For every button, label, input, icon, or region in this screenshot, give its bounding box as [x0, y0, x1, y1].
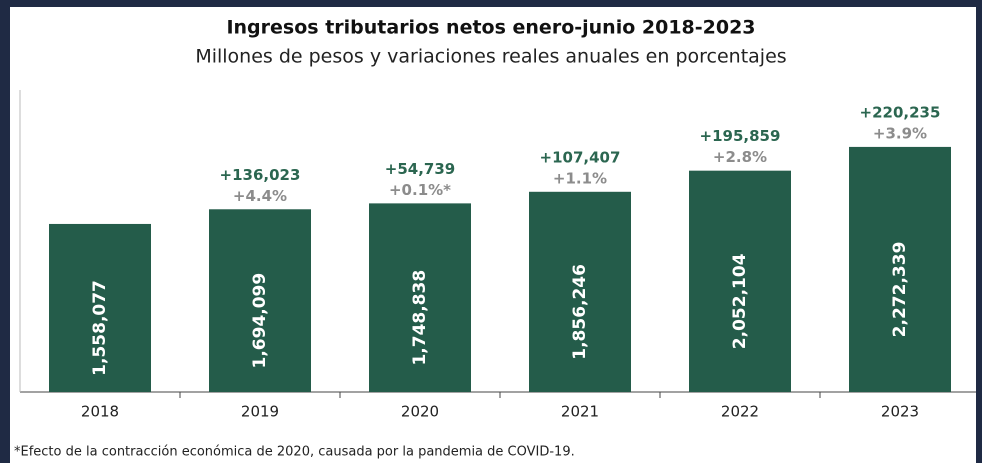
bar	[49, 223, 151, 392]
bar	[529, 191, 631, 392]
value-label: 2,272,339	[890, 242, 910, 338]
increment-label: +220,235	[860, 103, 941, 121]
increment-label: +136,023	[220, 166, 301, 184]
value-label: 1,748,838	[410, 270, 430, 366]
chart-subtitle: Millones de pesos y variaciones reales a…	[195, 46, 786, 68]
variation-label: +0.1%*	[389, 181, 451, 199]
footnote: *Efecto de la contracción económica de 2…	[14, 445, 575, 460]
x-tick-label: 2022	[721, 403, 759, 421]
bar	[689, 170, 791, 392]
x-tick-label: 2018	[81, 403, 119, 421]
increment-label: +195,859	[700, 127, 781, 145]
variation-label: +4.4%	[233, 187, 287, 205]
chart-title: Ingresos tributarios netos enero-junio 2…	[226, 17, 755, 39]
increment-label: +54,739	[385, 160, 455, 178]
value-label: 1,694,099	[250, 273, 270, 369]
value-label: 1,856,246	[570, 264, 590, 360]
variation-label: +2.8%	[713, 148, 767, 166]
value-label: 1,558,077	[90, 280, 110, 376]
x-tick-label: 2021	[561, 403, 599, 421]
x-tick-label: 2023	[881, 403, 919, 421]
increment-label: +107,407	[540, 148, 621, 166]
panel	[10, 7, 976, 463]
bar	[209, 209, 311, 392]
value-label: 2,052,104	[730, 253, 750, 349]
x-tick-label: 2020	[401, 403, 439, 421]
x-tick-label: 2019	[241, 403, 279, 421]
bar	[369, 203, 471, 392]
bar	[849, 146, 951, 392]
variation-label: +1.1%	[553, 169, 607, 187]
variation-label: +3.9%	[873, 124, 927, 142]
